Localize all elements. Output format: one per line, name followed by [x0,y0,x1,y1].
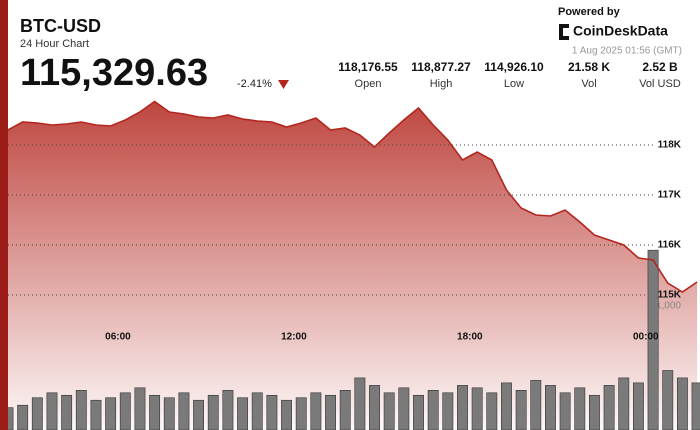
volume-bar [134,387,146,430]
volume-bar [486,392,498,430]
price: 115,329.63 [20,52,208,94]
volume-bar [46,392,58,430]
y-tick-label: 118K [658,140,682,151]
stat-label: Open [355,78,382,90]
volume-bar [589,394,600,430]
volume-bar [647,249,659,430]
stat-label: Low [504,78,524,90]
stat-value: 21.58 K [568,60,610,74]
price-area [8,101,698,430]
ticker: BTC-USD [20,16,101,36]
volume-bar [618,377,630,430]
volume-bar [442,392,454,430]
y-tick-label: 115K [658,290,682,301]
volume-bar [149,394,161,430]
volume-bar [559,392,571,430]
volume-bar [398,387,410,430]
volume-bar [17,404,29,430]
volume-bar [193,399,205,430]
change: -2.41% [237,78,272,90]
brand: CoinDeskData [573,23,668,39]
volume-bar [105,397,117,430]
stat-label: High [430,78,453,90]
volume-bar [369,385,380,430]
volume-bar [310,392,322,430]
y-tick-label: 116K [658,240,682,251]
volume-bar [383,392,395,430]
y2-tick-label: 1,000 [656,301,681,312]
volume-bar [501,382,512,430]
volume-bar [266,394,278,430]
volume-bar [574,387,586,430]
price-line [7,100,698,293]
x-tick-label: 12:00 [281,332,307,343]
volume-bar [325,394,336,430]
stat-label: Vol USD [639,78,681,90]
volume-bar [207,394,219,430]
volume-bar [31,397,43,430]
logo-icon [559,24,569,40]
subtitle: 24 Hour Chart [20,38,89,50]
x-tick-label: 00:00 [633,332,659,343]
volume-bar [413,394,424,430]
volume-bar [339,390,351,430]
volume-bar [354,377,366,430]
volume-bar [530,380,542,430]
down-arrow [278,80,289,89]
stat-value: 2.52 B [642,60,678,74]
volume-bar [75,390,87,430]
volume-bar [515,390,527,430]
volume-bar [603,385,615,430]
powered-by: Powered by [558,6,621,18]
volume-bar [545,385,556,430]
volume-bar [61,394,73,430]
date: 1 Aug 2025 01:56 (GMT) [572,46,682,57]
volume-bar [662,370,674,430]
x-tick-label: 06:00 [105,332,131,343]
volume-bar [632,382,644,430]
volume-bar [471,387,483,430]
volume-bar [676,377,688,430]
volume-bar [178,392,190,430]
edge-strip [0,0,8,430]
volume-bar [251,392,263,430]
volume-bar [427,390,439,430]
y-tick-label: 117K [658,190,682,201]
volume-bar [163,397,175,430]
x-tick-label: 18:00 [457,332,483,343]
stat-value: 118,877.27 [411,60,471,74]
volume-bar [237,397,249,430]
stat-value: 118,176.55 [338,60,398,74]
volume-bar [457,385,468,430]
volume-bar [119,392,131,430]
volume-bar [281,399,292,430]
volume-bar [222,390,234,430]
stat-value: 114,926.10 [484,60,544,74]
volume-bar [691,382,700,430]
stat-label: Vol [581,78,596,90]
volume-bar [295,397,307,430]
volume-bar [90,399,102,430]
